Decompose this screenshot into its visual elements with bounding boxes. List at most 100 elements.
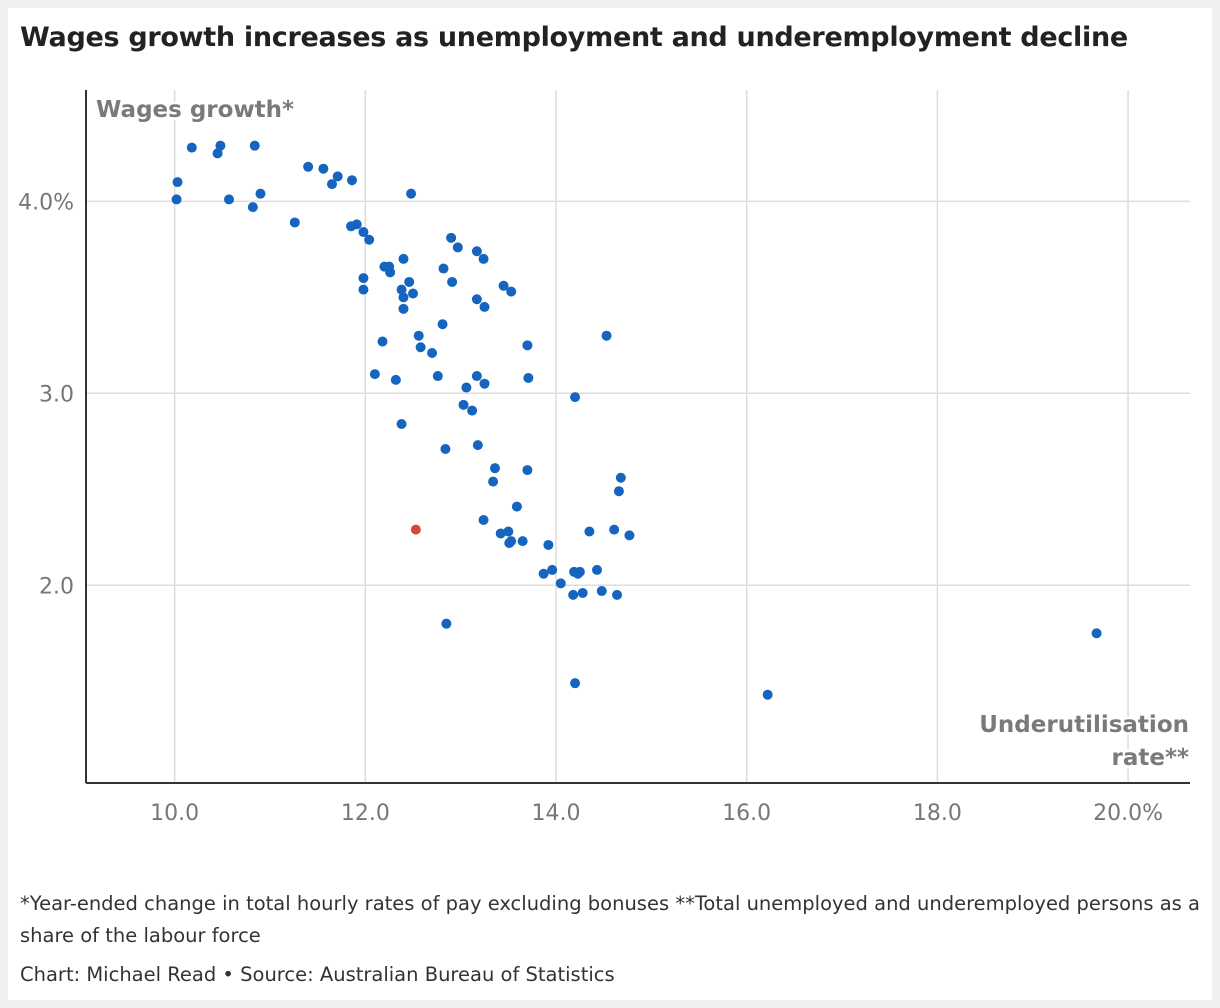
footnote: *Year-ended change in total hourly rates… <box>20 892 1200 947</box>
data-point <box>249 140 260 151</box>
data-point <box>396 419 407 430</box>
data-point <box>398 303 409 314</box>
data-point <box>289 217 300 228</box>
highlight-point <box>410 524 421 535</box>
y-tick-label: 4.0% <box>18 190 74 215</box>
data-point <box>471 294 482 305</box>
data-point <box>398 253 409 264</box>
data-point <box>522 465 533 476</box>
data-point <box>568 589 579 600</box>
data-point <box>523 372 534 383</box>
data-point <box>398 292 409 303</box>
data-point <box>572 568 583 579</box>
y-tick-label: 3.0 <box>39 382 74 407</box>
x-tick-label: 18.0 <box>913 801 962 826</box>
data-point <box>415 342 426 353</box>
data-point <box>498 280 509 291</box>
data-point <box>584 526 595 537</box>
data-point <box>479 301 490 312</box>
x-tick-label: 16.0 <box>722 801 771 826</box>
data-point <box>358 284 369 295</box>
data-point <box>511 501 522 512</box>
data-point <box>172 177 183 188</box>
data-point <box>489 463 500 474</box>
data-point <box>609 524 620 535</box>
chart-card: Wages growth increases as unemployment a… <box>8 8 1212 1000</box>
axis-titles: Wages growth*Wages growth*Underutilisati… <box>94 95 1192 774</box>
data-point <box>437 319 448 330</box>
data-point <box>224 194 235 205</box>
data-point <box>555 578 566 589</box>
data-point <box>186 142 197 153</box>
data-point <box>438 263 449 274</box>
data-point <box>215 140 226 151</box>
data-point <box>762 689 773 700</box>
data-point <box>432 371 443 382</box>
data-point <box>452 242 463 253</box>
data-point <box>441 618 452 629</box>
data-point <box>408 288 419 299</box>
gridlines <box>86 90 1190 783</box>
data-point <box>547 564 558 575</box>
data-point <box>171 194 182 205</box>
data-point <box>601 330 612 341</box>
x-axis-title-halo: rate** <box>1111 745 1189 771</box>
data-point <box>364 234 375 245</box>
data-point <box>396 284 407 295</box>
scatter-chart: 10.0 12.0 14.0 16.0 18.0 20.0% 2.0 3.0 4.0% Wage… <box>18 90 1192 826</box>
data-point <box>503 526 514 537</box>
data-point <box>506 286 517 297</box>
data-point <box>427 347 438 358</box>
x-axis-title-halo: Underutilisation <box>979 712 1189 738</box>
data-point <box>538 568 549 579</box>
data-point <box>624 530 635 541</box>
data-point <box>332 171 343 182</box>
data-point <box>570 392 581 403</box>
data-point <box>346 175 357 186</box>
data-point <box>471 246 482 257</box>
data-point <box>458 399 469 410</box>
data-point <box>471 371 482 382</box>
data-point <box>326 179 337 190</box>
data-point <box>472 440 483 451</box>
data-point <box>612 589 623 600</box>
data-point <box>212 148 223 159</box>
data-point <box>615 472 626 483</box>
data-point <box>613 486 624 497</box>
data-point <box>517 536 528 547</box>
data-point <box>543 539 554 550</box>
data-point <box>570 678 581 689</box>
data-point <box>358 227 369 238</box>
data-point <box>351 219 362 230</box>
data-point <box>577 587 588 598</box>
data-point <box>478 253 489 264</box>
x-axis-title-line: rate** <box>1111 745 1189 771</box>
y-axis-title-halo: Wages growth* <box>96 97 294 123</box>
data-point <box>596 586 607 597</box>
y-tick-label: 2.0 <box>39 574 74 599</box>
x-tick-label: 20.0% <box>1093 801 1163 826</box>
data-point <box>1091 628 1102 639</box>
data-point <box>390 374 401 385</box>
data-point <box>504 538 515 549</box>
x-axis-title-line: Underutilisation <box>979 712 1189 738</box>
x-tick-label: 12.0 <box>341 801 390 826</box>
data-point <box>478 515 489 526</box>
data-point <box>522 340 533 351</box>
data-point <box>406 188 417 199</box>
data-point <box>461 382 472 393</box>
data-point <box>369 369 380 380</box>
data-point <box>440 443 451 454</box>
data-point <box>495 528 506 539</box>
data-point <box>318 163 329 174</box>
data-point <box>446 232 457 243</box>
credit-line: Chart: Michael Read • Source: Australian… <box>20 963 615 986</box>
data-point <box>413 330 424 341</box>
y-axis-title: Wages growth* <box>96 97 294 123</box>
data-point <box>358 273 369 284</box>
data-point <box>479 378 490 389</box>
tick-labels: 10.0 12.0 14.0 16.0 18.0 20.0% 2.0 3.0 4.0% <box>18 190 1163 826</box>
data-point <box>447 276 458 287</box>
data-point <box>488 476 499 487</box>
axes <box>85 90 1190 784</box>
